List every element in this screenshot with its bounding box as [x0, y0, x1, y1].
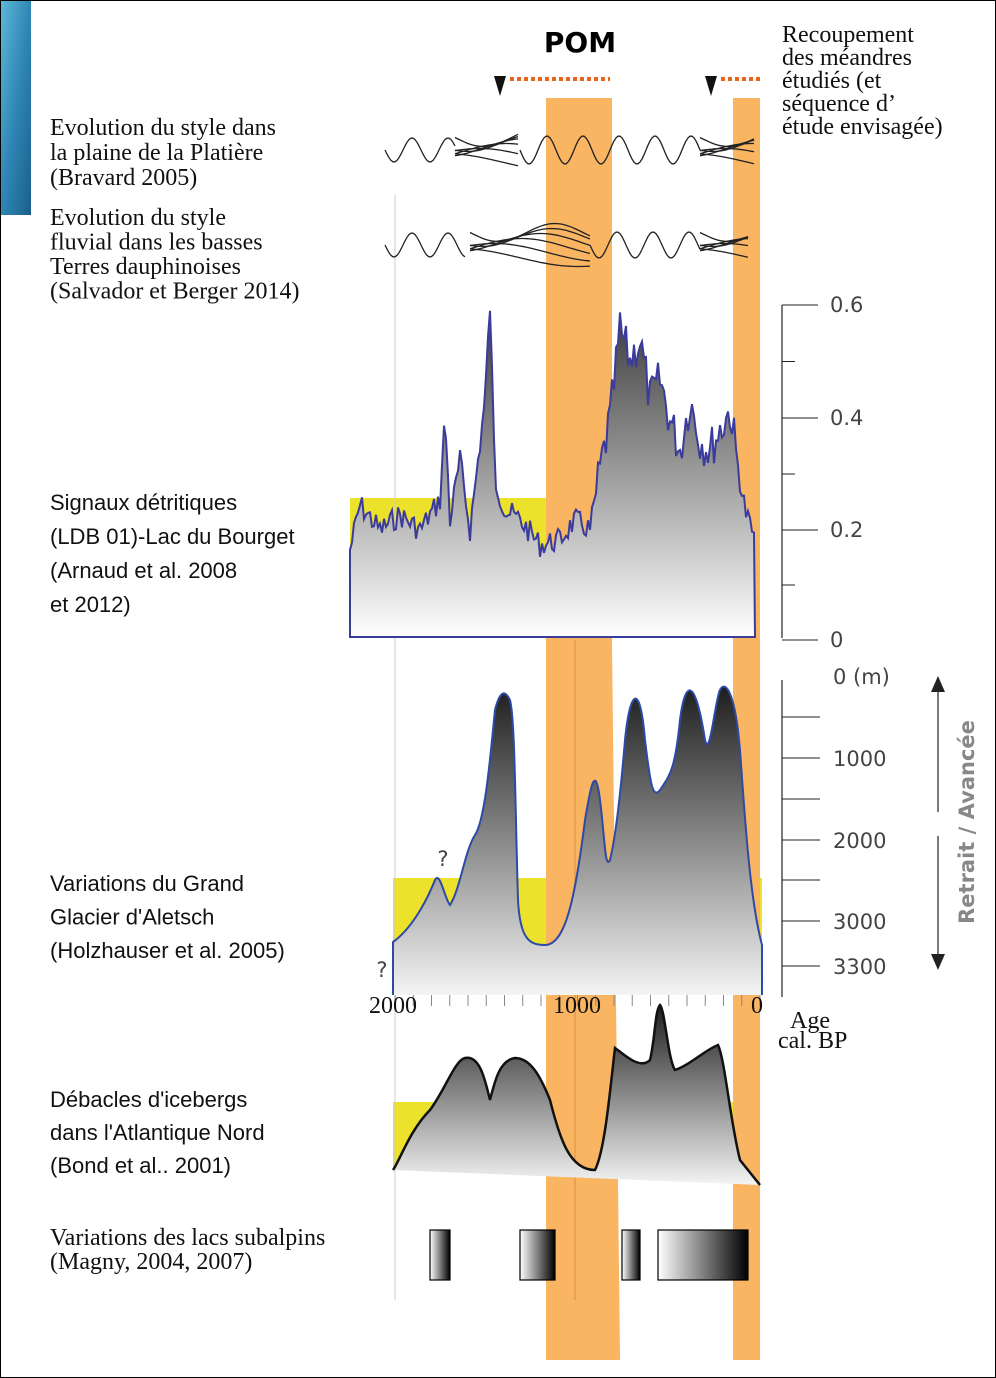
row-label: Débacles d'icebergs: [50, 1087, 247, 1112]
braid: [454, 138, 519, 157]
braid: [469, 232, 591, 252]
y-tick-label: 3300: [833, 955, 886, 979]
axis-label: cal. BP: [778, 1028, 847, 1054]
row-label: (Magny, 2004, 2007): [50, 1249, 252, 1275]
row-label: Signaux détritiques: [50, 490, 237, 515]
label-gap: [928, 812, 948, 836]
braid: [469, 248, 591, 268]
cutoff-note: étudiés (et: [782, 68, 882, 94]
lake-bar: [519, 1229, 556, 1281]
row-label: (Arnaud et al. 2008: [50, 558, 237, 583]
row-label: (Salvador et Berger 2014): [50, 279, 299, 305]
photo-fragment: [1, 1, 31, 215]
braid: [699, 237, 749, 250]
braid: [699, 153, 755, 165]
question-mark: ?: [376, 958, 387, 982]
braid: [699, 248, 749, 258]
y-tick-label: 0.2: [830, 518, 863, 542]
x-tick-label: 2000: [369, 993, 417, 1019]
iceberg-curve: [391, 1003, 761, 1186]
cutoff-note: Recoupement: [782, 22, 914, 48]
y-tick-label: 2000: [833, 829, 886, 853]
axis-label: Retrait / Avancée: [955, 720, 979, 924]
braid: [454, 147, 519, 155]
y-tick-label: 0: [830, 628, 843, 652]
row-label: Variations du Grand: [50, 871, 244, 896]
row-label: dans l'Atlantique Nord: [50, 1120, 265, 1145]
x-tick-label: 0: [751, 993, 763, 1019]
braid: [454, 142, 519, 155]
arrow-head: [931, 954, 945, 970]
y-tick-label: 0 (m): [833, 665, 890, 689]
row-label: (Bond et al.. 2001): [50, 1153, 231, 1178]
braid: [699, 147, 755, 153]
row-label: fluvial dans les basses: [50, 230, 263, 256]
pom-label: POM: [544, 26, 616, 59]
row-label: (Holzhauser et al. 2005): [50, 938, 285, 963]
braid: [699, 242, 749, 247]
y-tick-label: 1000: [833, 747, 886, 771]
detritic-signal: [349, 310, 757, 638]
arrow-head: [931, 676, 945, 692]
y-tick-label: 3000: [833, 910, 886, 934]
braid: [469, 222, 591, 243]
y-tick-label: 0.6: [830, 293, 863, 317]
meander: [384, 137, 456, 163]
marker: [494, 76, 506, 96]
river-style: [384, 133, 755, 268]
lake-bar: [657, 1229, 749, 1281]
row-label: Glacier d'Aletsch: [50, 905, 214, 930]
cutoff-note: étude envisagée): [782, 114, 943, 140]
lake-bar: [429, 1229, 451, 1281]
x-tick-label: 1000: [553, 993, 601, 1019]
question-mark: ?: [437, 847, 448, 871]
axis-label: Age: [790, 1008, 830, 1034]
lake-bar: [621, 1229, 641, 1281]
row-label: la plaine de la Platière: [50, 140, 263, 166]
row-label: Variations des lacs subalpins: [50, 1225, 325, 1251]
row-label: (Bravard 2005): [50, 165, 197, 191]
row-label: (LDB 01)-Lac du Bourget: [50, 524, 295, 549]
braid: [454, 153, 519, 167]
lake-levels: [429, 1229, 749, 1281]
braid: [699, 142, 754, 155]
meander: [384, 232, 466, 258]
row-label: Evolution du style: [50, 205, 226, 231]
row-label: et 2012): [50, 592, 131, 617]
meander: [589, 231, 701, 259]
meander: [519, 135, 701, 165]
marker: [705, 76, 717, 96]
row-label: Terres dauphinoises: [50, 254, 241, 280]
row-label: Evolution du style dans: [50, 115, 276, 141]
glacier-curve: [392, 685, 763, 995]
cutoff-note: séquence d’: [782, 91, 896, 117]
braid: [469, 242, 591, 262]
y-tick-label: 0.4: [830, 406, 863, 430]
cutoff-note: des méandres: [782, 45, 912, 71]
